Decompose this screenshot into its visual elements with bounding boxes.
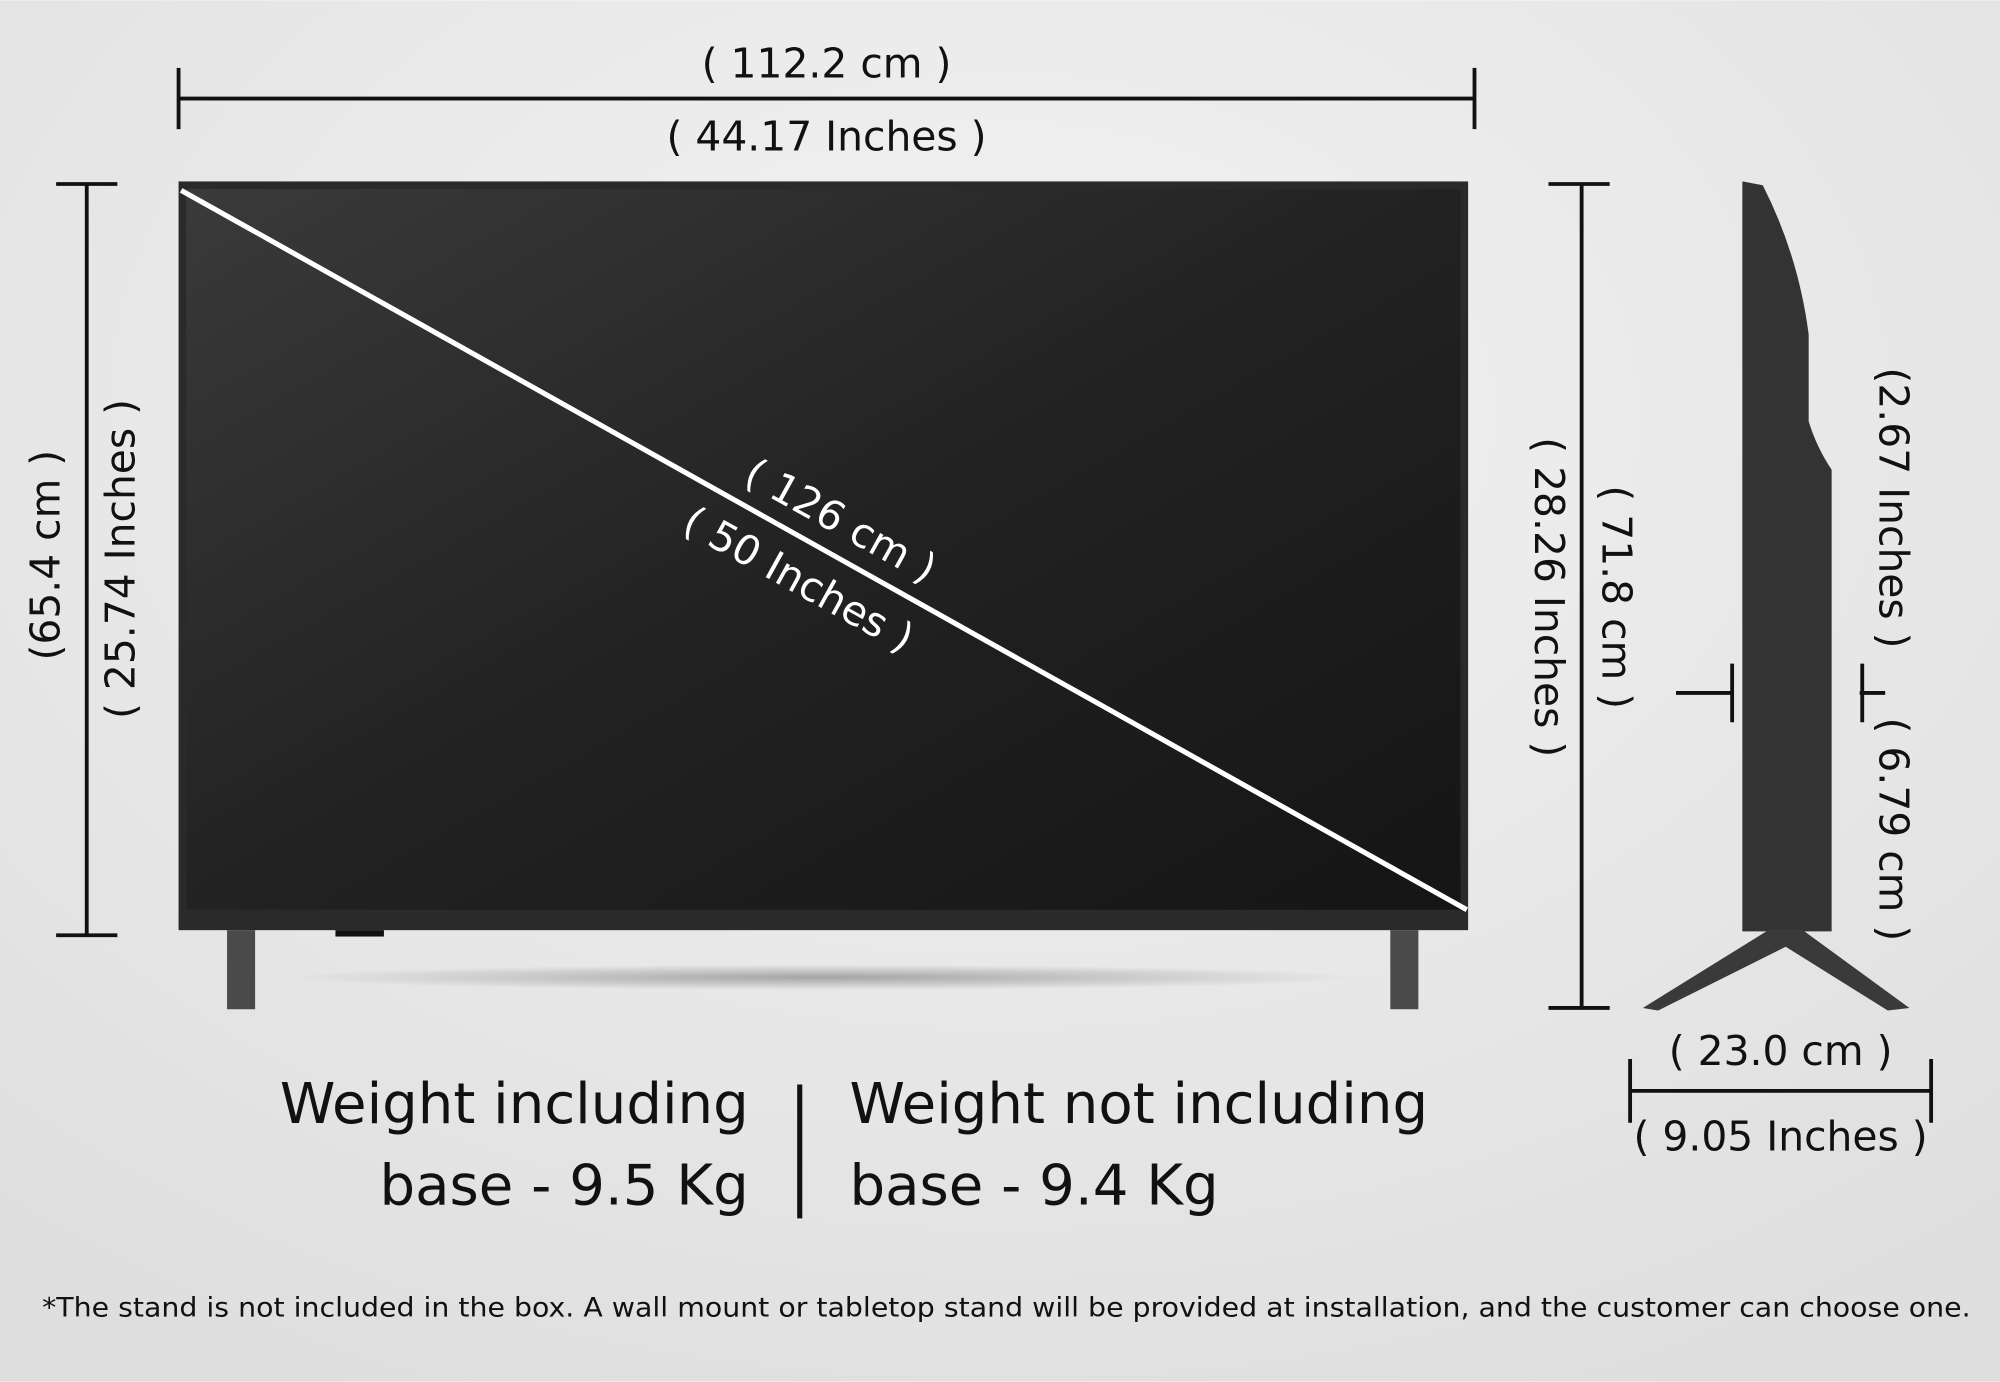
total-height-inches: ( 28.26 Inches ) bbox=[1525, 437, 1573, 757]
stand-depth-cm: ( 23.0 cm ) bbox=[1669, 1027, 1893, 1075]
width-inches: ( 44.17 Inches ) bbox=[666, 112, 986, 160]
diagonal-line bbox=[179, 188, 1469, 912]
depth-inches: (2.67 Inches ) bbox=[1869, 367, 1917, 648]
tv-side-profile bbox=[1742, 181, 1832, 932]
height-inches: ( 25.74 Inches ) bbox=[97, 399, 145, 719]
stand-leg bbox=[1390, 930, 1419, 1010]
footnote: *The stand is not included in the box. A… bbox=[42, 1292, 1971, 1323]
shadow bbox=[286, 964, 1359, 991]
side-stand bbox=[1642, 928, 1910, 1011]
height-cm: (65.4 cm ) bbox=[21, 450, 69, 661]
weight-without-base: base - 9.4 Kg bbox=[849, 1154, 1218, 1219]
weight-with-base: Weight including bbox=[280, 1072, 749, 1137]
total-height-cm: ( 71.8 cm ) bbox=[1593, 485, 1641, 709]
weight-without-base: Weight not including bbox=[849, 1072, 1428, 1137]
width-cm: ( 112.2 cm ) bbox=[702, 40, 952, 88]
stand-leg bbox=[227, 930, 256, 1010]
depth-cm: ( 6.79 cm ) bbox=[1869, 718, 1917, 942]
weight-with-base: base - 9.5 Kg bbox=[380, 1154, 749, 1219]
tv-sensor bbox=[335, 930, 384, 937]
stand-depth-inches: ( 9.05 Inches ) bbox=[1634, 1112, 1928, 1160]
